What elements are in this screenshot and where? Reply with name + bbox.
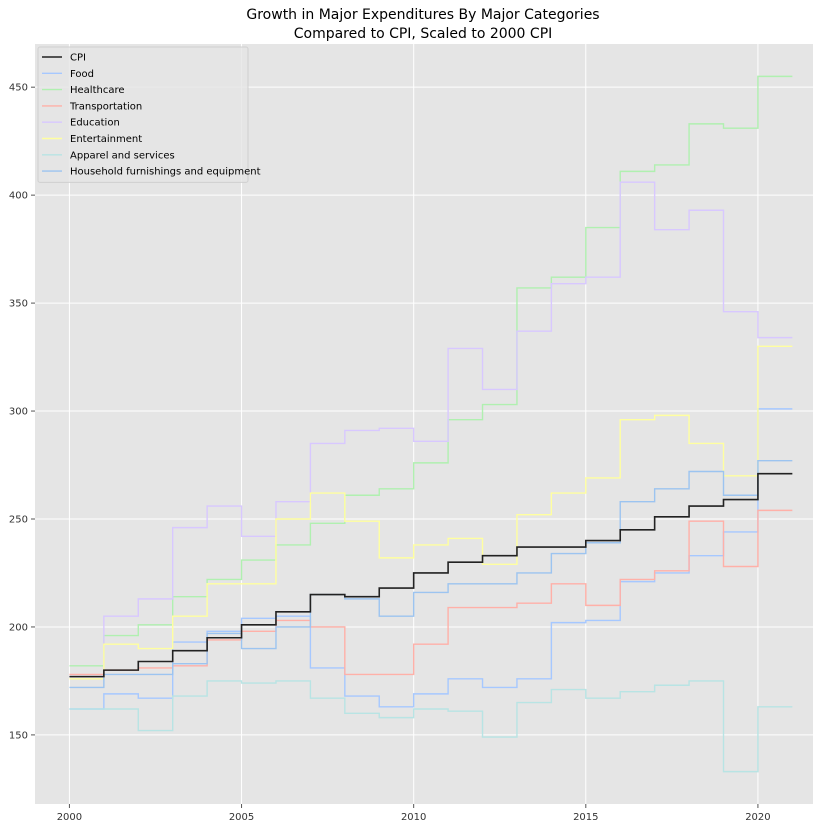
- y-tick-label: 300: [9, 407, 28, 418]
- legend: CPI Food Healthcare Transportation Education…: [37, 46, 261, 183]
- x-tick-label: 2000: [57, 812, 82, 823]
- x-tick-label: 2015: [573, 812, 598, 823]
- series-line-healthcare: [69, 75, 793, 667]
- y-tick-label: 350: [9, 299, 28, 310]
- series-line-transportation: [69, 509, 793, 676]
- series-line-food: [69, 408, 793, 710]
- x-tick-label: 2020: [745, 812, 770, 823]
- legend-label: Food: [70, 69, 94, 80]
- x-axis: 2000 2005 2010 2015 2020: [57, 804, 771, 823]
- legend-label: Transportation: [69, 101, 142, 112]
- grid: [35, 44, 813, 804]
- series-line-cpi: [69, 472, 793, 678]
- y-tick-label: 150: [9, 730, 28, 741]
- legend-label: CPI: [70, 53, 86, 64]
- legend-frame: [37, 46, 249, 183]
- series-line-apparel-and-services: [69, 680, 793, 773]
- legend-label: Healthcare: [70, 85, 125, 96]
- x-tick-label: 2005: [229, 812, 254, 823]
- series-layer: [69, 75, 793, 773]
- legend-label: Apparel and services: [70, 150, 175, 161]
- y-axis: 150 200 250 300 350 400 450: [9, 83, 35, 741]
- legend-label: Household furnishings and equipment: [70, 167, 261, 178]
- legend-label: Entertainment: [70, 134, 142, 145]
- series-line-education: [69, 181, 793, 678]
- y-tick-label: 450: [9, 83, 28, 94]
- legend-label: Education: [70, 118, 120, 129]
- series-line-entertainment: [69, 345, 793, 680]
- y-tick-label: 400: [9, 191, 28, 202]
- y-tick-label: 250: [9, 515, 28, 526]
- x-tick-label: 2010: [401, 812, 426, 823]
- y-tick-label: 200: [9, 622, 28, 633]
- chart-subtitle: Compared to CPI, Scaled to 2000 CPI: [294, 26, 553, 42]
- chart-title: Growth in Major Expenditures By Major Ca…: [246, 7, 599, 23]
